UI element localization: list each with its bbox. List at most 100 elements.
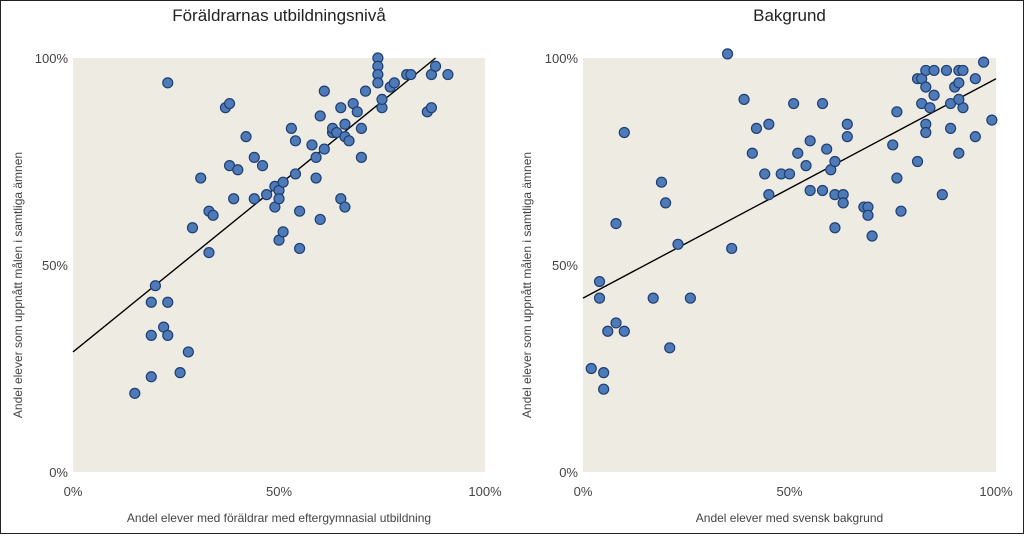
data-point (818, 99, 828, 109)
data-point (389, 78, 399, 88)
data-point (175, 368, 185, 378)
data-point (921, 128, 931, 138)
data-point (290, 169, 300, 179)
data-point (929, 90, 939, 100)
plot-area (73, 58, 485, 472)
data-point (196, 173, 206, 183)
y-axis-label: Andel elever som uppnått målen i samtlig… (11, 152, 25, 418)
data-point (838, 198, 848, 208)
chart-panel-1: Föräldrarnas utbildningsnivå 0% 50% 100% 0% 5… (11, 6, 502, 525)
data-point (822, 144, 832, 154)
data-point (611, 219, 621, 229)
data-point (183, 347, 193, 357)
data-point (946, 123, 956, 133)
data-point (970, 132, 980, 142)
data-point (311, 173, 321, 183)
y-tick-label: 0% (559, 465, 578, 480)
data-point (739, 94, 749, 104)
data-point (595, 277, 605, 287)
data-point (764, 190, 774, 200)
data-point (888, 140, 898, 150)
data-point (789, 99, 799, 109)
data-point (249, 152, 259, 162)
data-point (286, 123, 296, 133)
data-point (163, 297, 173, 307)
y-axis-label: Andel elever som uppnått målen i samtlig… (520, 152, 534, 418)
data-point (163, 330, 173, 340)
data-point (842, 119, 852, 129)
data-point (619, 326, 629, 336)
x-tick-label: 0% (574, 484, 593, 499)
data-point (233, 165, 243, 175)
data-point (979, 57, 989, 67)
chart-title: Föräldrarnas utbildningsnivå (172, 6, 386, 25)
data-point (295, 206, 305, 216)
x-tick-label: 100% (979, 484, 1013, 499)
data-point (249, 194, 259, 204)
data-point (603, 326, 613, 336)
y-tick-label: 0% (49, 465, 68, 480)
x-tick-label: 0% (64, 484, 83, 499)
data-point (818, 185, 828, 195)
data-point (801, 161, 811, 171)
y-tick-label: 100% (545, 51, 579, 66)
data-point (830, 223, 840, 233)
data-point (241, 132, 251, 142)
data-point (954, 94, 964, 104)
data-point (896, 206, 906, 216)
x-tick-label: 100% (468, 484, 502, 499)
data-point (925, 103, 935, 113)
data-point (941, 65, 951, 75)
data-point (377, 94, 387, 104)
data-point (146, 297, 156, 307)
data-point (443, 70, 453, 80)
data-point (290, 136, 300, 146)
data-point (340, 202, 350, 212)
data-point (146, 330, 156, 340)
data-point (665, 343, 675, 353)
data-point (204, 248, 214, 258)
data-point (595, 293, 605, 303)
data-point (344, 136, 354, 146)
data-point (258, 161, 268, 171)
data-point (356, 123, 366, 133)
data-point (921, 82, 931, 92)
data-point (315, 111, 325, 121)
data-point (764, 119, 774, 129)
y-tick-label: 50% (42, 258, 68, 273)
data-point (319, 144, 329, 154)
data-point (426, 103, 436, 113)
data-point (661, 198, 671, 208)
data-point (295, 243, 305, 253)
data-point (970, 74, 980, 84)
data-point (229, 194, 239, 204)
chart-panel-2: Bakgrund0% 50% 100%0%50%100%Andel elever m… (520, 6, 1013, 525)
data-point (225, 99, 235, 109)
data-point (830, 157, 840, 167)
data-point (958, 65, 968, 75)
data-point (747, 148, 757, 158)
data-point (648, 293, 658, 303)
data-point (805, 185, 815, 195)
data-point (150, 281, 160, 291)
data-point (673, 239, 683, 249)
data-point (599, 384, 609, 394)
data-point (867, 231, 877, 241)
data-point (352, 107, 362, 117)
data-point (656, 177, 666, 187)
data-point (987, 115, 997, 125)
data-point (315, 214, 325, 224)
data-point (793, 148, 803, 158)
data-point (187, 223, 197, 233)
data-point (599, 368, 609, 378)
data-point (723, 49, 733, 59)
data-point (863, 210, 873, 220)
data-point (586, 364, 596, 374)
data-point (311, 152, 321, 162)
y-tick-label: 50% (552, 258, 578, 273)
data-point (431, 61, 441, 71)
data-point (727, 243, 737, 253)
data-point (262, 190, 272, 200)
data-point (611, 318, 621, 328)
